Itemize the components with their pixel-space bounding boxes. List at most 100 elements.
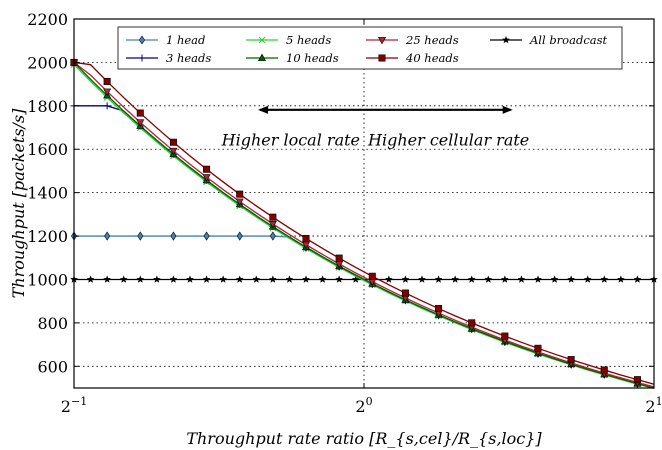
- data-point: [170, 231, 177, 241]
- data-point: [534, 275, 542, 283]
- y-tick-label: 800: [37, 314, 68, 333]
- legend-label: 25 heads: [405, 33, 459, 47]
- data-point: [236, 231, 243, 241]
- data-point: [335, 275, 344, 283]
- data-point: [136, 109, 144, 117]
- data-point: [451, 275, 460, 283]
- legend-entry: 3 heads: [126, 51, 211, 65]
- axis-ticks: 600 800 1000 1200 1400 1600 1800 2000 2200 2−1 20 2…: [27, 10, 662, 416]
- arrow-head-right: [502, 105, 513, 114]
- legend-entry: 1 head: [126, 33, 205, 47]
- data-point: [468, 319, 476, 327]
- legend-label: 3 heads: [166, 51, 211, 65]
- annotation-left-text: Higher local rate: [221, 131, 360, 150]
- y-tick-label: 2200: [27, 10, 68, 29]
- data-point: [434, 275, 443, 283]
- data-point: [103, 102, 111, 110]
- data-point: [401, 275, 410, 283]
- data-point: [169, 138, 177, 146]
- y-tick-label: 1800: [27, 97, 68, 116]
- series-line: [73, 61, 655, 389]
- data-point: [534, 344, 542, 352]
- data-point: [104, 231, 111, 241]
- data-point: [377, 37, 387, 45]
- data-point: [257, 53, 267, 61]
- data-point: [86, 275, 95, 283]
- data-point: [600, 366, 608, 374]
- data-point: [401, 289, 409, 297]
- legend-label: 10 heads: [286, 51, 339, 65]
- legend: 1 head 3 heads 5 heads 10 heads 25 heads 40 h…: [117, 26, 623, 70]
- data-point: [583, 275, 592, 283]
- grid: [74, 19, 654, 388]
- series-line: [74, 105, 655, 389]
- legend-entry: 25 heads: [366, 33, 459, 47]
- data-point: [435, 305, 443, 313]
- series-25-heads: [69, 59, 655, 388]
- y-tick-label: 2000: [27, 53, 68, 72]
- data-point: [138, 54, 146, 62]
- data-point: [484, 275, 493, 283]
- legend-box: [117, 26, 623, 70]
- data-point: [136, 275, 145, 283]
- series-3-heads: [70, 102, 655, 389]
- data-point: [269, 213, 277, 221]
- axis-labels: Throughput rate ratio [R_{s,cel}/R_{s,lo…: [9, 108, 542, 448]
- data-point: [252, 275, 261, 283]
- data-point: [378, 54, 386, 62]
- data-point: [137, 231, 144, 241]
- data-point: [103, 275, 112, 283]
- series-line: [73, 61, 655, 388]
- data-point: [418, 275, 426, 283]
- data-point: [268, 275, 277, 283]
- legend-label: 5 heads: [286, 33, 331, 47]
- series-40-heads: [70, 58, 655, 385]
- data-point: [202, 174, 211, 182]
- data-point: [268, 221, 277, 229]
- data-point: [633, 275, 642, 283]
- annotation-right-text: Higher cellular rate: [367, 131, 529, 150]
- data-point: [616, 275, 625, 283]
- data-point: [501, 332, 509, 340]
- data-point: [119, 275, 128, 283]
- data-point: [186, 275, 194, 283]
- data-point: [567, 356, 575, 364]
- data-point: [235, 198, 244, 206]
- data-point: [384, 275, 393, 283]
- data-point: [351, 275, 360, 283]
- y-tick-label: 600: [37, 357, 68, 376]
- legend-entry: 40 heads: [366, 51, 459, 65]
- data-point: [302, 234, 310, 242]
- data-point: [633, 376, 641, 384]
- data-point: [219, 275, 228, 283]
- data-point: [550, 275, 559, 283]
- y-tick-label: 1200: [27, 227, 68, 246]
- data-point: [103, 88, 112, 96]
- data-point: [235, 275, 244, 283]
- y-tick-label: 1000: [27, 270, 68, 289]
- data-point: [203, 165, 211, 173]
- data-point: [139, 35, 145, 45]
- data-point: [203, 231, 210, 241]
- y-axis-label: Throughput [packets/s]: [9, 108, 28, 299]
- data-point: [236, 190, 244, 198]
- legend-entry: 5 heads: [246, 33, 331, 47]
- x-axis-label: Throughput rate ratio [R_{s,cel}/R_{s,lo…: [186, 429, 542, 448]
- data-point: [169, 147, 178, 156]
- data-point: [202, 275, 211, 283]
- data-point: [500, 275, 509, 283]
- data-point: [269, 231, 276, 241]
- data-point: [600, 275, 609, 283]
- data-point: [169, 275, 178, 283]
- annotation: Higher local rate Higher cellular rate: [221, 105, 529, 150]
- legend-label: 1 head: [166, 33, 205, 47]
- x-tick-label: 2−1: [61, 395, 87, 416]
- series-1-head: [71, 231, 655, 389]
- data-point: [152, 275, 161, 283]
- y-tick-label: 1600: [27, 140, 68, 159]
- data-point: [368, 272, 376, 280]
- arrow-head-left: [258, 105, 269, 114]
- legend-entry: All broadcast: [490, 33, 608, 47]
- series-10-heads: [69, 57, 655, 389]
- data-point: [467, 275, 476, 283]
